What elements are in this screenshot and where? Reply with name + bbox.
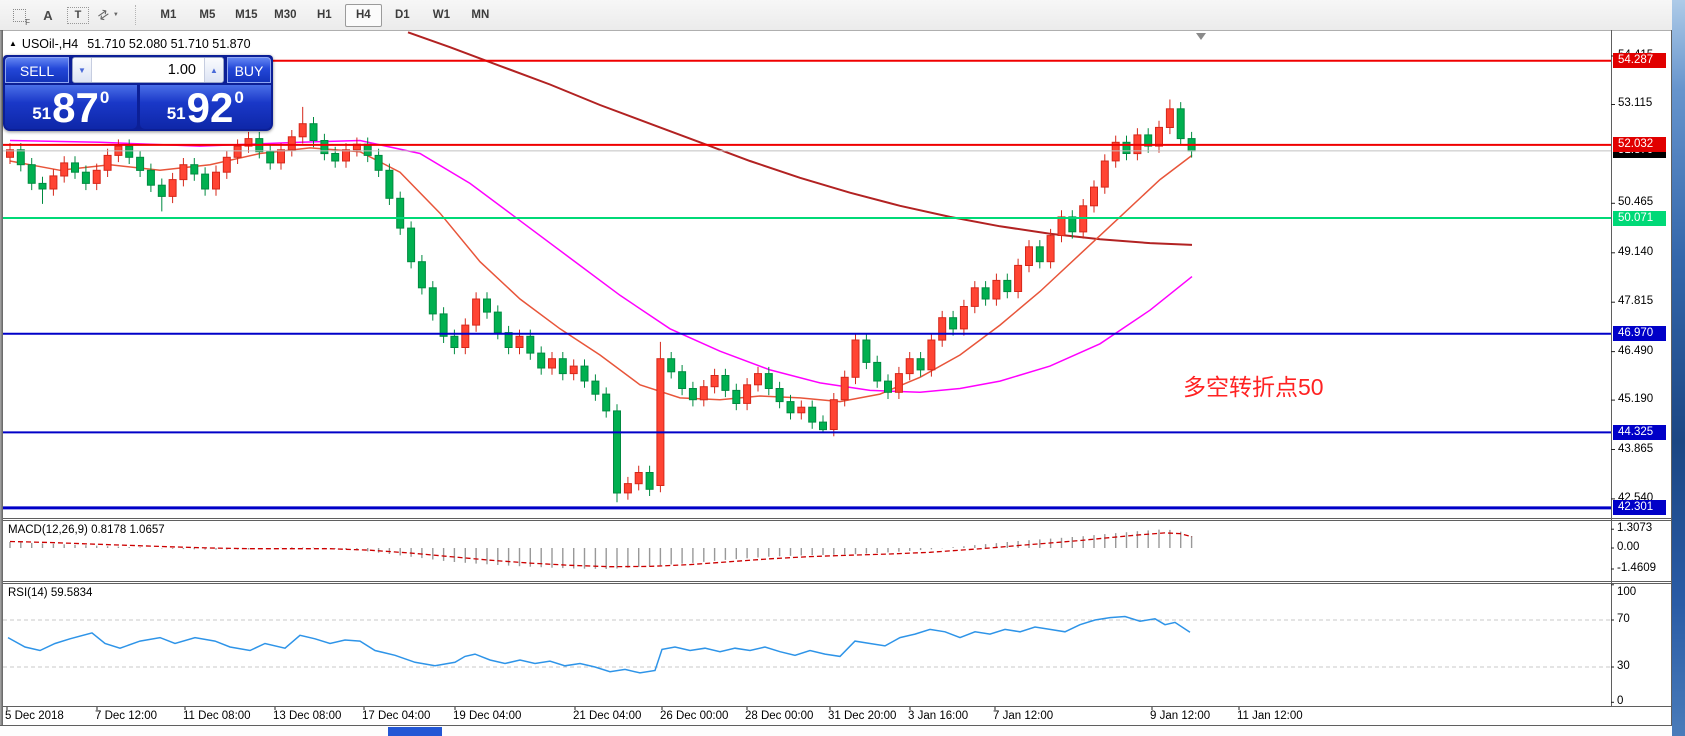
sell-button[interactable]: SELL (5, 57, 69, 83)
timeframe-button-m1[interactable]: M1 (160, 8, 177, 21)
x-axis-label: 19 Dec 04:00 (453, 710, 522, 722)
sell-price-display[interactable]: 51 87 0 (5, 85, 137, 129)
timeframe-button-d1[interactable]: D1 (395, 8, 410, 21)
buy-price-point: 0 (234, 88, 244, 107)
rsi-scale-label: 30 (1617, 660, 1630, 672)
chart-window-background (3, 30, 1671, 726)
buy-price-whole: 51 (166, 104, 186, 123)
y-axis-label: 49.140 (1618, 245, 1654, 258)
desktop-background-strip (1672, 0, 1685, 736)
price-badge: 50.071 (1613, 210, 1666, 226)
rsi-scale-label: 70 (1617, 613, 1630, 625)
grid-settings-icon[interactable]: F (9, 5, 30, 27)
arrange-tool-icon[interactable]: ⇄ ▼ (94, 5, 119, 25)
x-axis-label: 21 Dec 04:00 (573, 710, 642, 722)
y-axis-label: 43.865 (1618, 442, 1654, 455)
buy-button[interactable]: BUY (227, 57, 271, 83)
y-axis-label: 53.115 (1618, 97, 1653, 110)
volume-decrease-button[interactable]: ▼ (73, 58, 92, 82)
timeframe-button-m15[interactable]: M15 (235, 8, 258, 21)
grid-icon (12, 8, 26, 22)
toolbar-separator (134, 5, 140, 25)
x-axis-label: 26 Dec 00:00 (660, 710, 729, 722)
timeframe-button-m30[interactable]: M30 (274, 8, 297, 21)
grid-f-label: F (25, 18, 30, 27)
buy-price-pips: 92 (186, 84, 234, 132)
status-strip (0, 726, 1672, 736)
x-axis-label: 11 Dec 08:00 (183, 710, 251, 722)
rsi-indicator-label: RSI(14) 59.5834 (8, 587, 93, 599)
macd-indicator-label: MACD(12,26,9) 0.8178 1.0657 (8, 524, 165, 536)
status-highlight (388, 727, 442, 736)
buy-price-display[interactable]: 51 92 0 (139, 84, 271, 132)
volume-input[interactable]: 1.00 (167, 62, 196, 78)
rsi-scale-label: 100 (1617, 586, 1637, 598)
volume-stepper: ▼ 1.00 ▲ (72, 57, 224, 83)
rsi-scale-label: 0 (1617, 695, 1624, 708)
collapse-arrow-icon[interactable]: ▲ (9, 39, 17, 48)
timeframe-button-mn[interactable]: MN (471, 8, 490, 21)
y-axis-label: 50.465 (1618, 196, 1654, 209)
sell-price-pips: 87 (52, 84, 99, 132)
x-axis-label: 7 Dec 12:00 (95, 710, 158, 722)
x-axis-label: 11 Jan 12:00 (1237, 710, 1303, 722)
font-tool-icon[interactable]: A (43, 7, 53, 23)
macd-scale-label: 1.3073 (1617, 522, 1653, 535)
symbol-label: USOil-,H4 (21, 37, 79, 51)
x-axis-label: 31 Dec 20:00 (828, 710, 897, 722)
price-badge: 52.032 (1613, 137, 1666, 153)
timeframe-group: M1 M5 M15 M30 H1 H4 D1 W1 MN (150, 3, 499, 27)
swap-arrows-icon: ⇄ (94, 5, 112, 24)
timeframe-button-h4[interactable]: H4 (344, 3, 382, 27)
x-axis-label: 5 Dec 2018 (5, 710, 64, 722)
macd-scale-label: -1.4609 (1617, 562, 1657, 575)
price-badge: 54.287 (1613, 53, 1666, 69)
x-axis-label: 9 Jan 12:00 (1150, 710, 1211, 722)
toolbar: F A T ⇄ ▼ M1 M5 M15 M30 H1 H4 D1 W1 MN (0, 0, 1672, 30)
y-axis-label: 47.815 (1618, 295, 1654, 308)
sell-price-point: 0 (99, 88, 110, 107)
x-axis-label: 3 Jan 16:00 (908, 710, 969, 722)
annotation-text: 多空转折点50 (1183, 374, 1324, 400)
dropdown-caret-icon: ▼ (112, 12, 119, 18)
volume-increase-button[interactable]: ▲ (204, 58, 223, 82)
price-badge: 46.970 (1613, 326, 1666, 342)
y-axis-label: 45.190 (1618, 393, 1654, 406)
x-axis-label: 28 Dec 00:00 (745, 710, 814, 722)
window-left-border (0, 0, 3, 736)
x-axis-label: 7 Jan 12:00 (993, 710, 1054, 722)
price-badge: 42.301 (1613, 500, 1666, 516)
chart-title: ▲ USOil-,H4 51.710 52.080 51.710 51.870 (9, 37, 251, 51)
x-axis-label: 13 Dec 08:00 (273, 710, 342, 722)
macd-scale-label: 0.00 (1617, 541, 1640, 553)
timeframe-button-h1[interactable]: H1 (317, 8, 332, 21)
timeframe-button-m5[interactable]: M5 (199, 8, 216, 21)
sell-price-whole: 51 (32, 104, 52, 123)
ohlc-values: 51.710 52.080 51.710 51.870 (87, 37, 251, 51)
price-badge: 44.325 (1613, 424, 1666, 440)
y-axis-label: 46.490 (1618, 344, 1654, 357)
timeframe-button-w1[interactable]: W1 (432, 8, 450, 21)
one-click-trading-panel: SELL ▼ 1.00 ▲ BUY 51 87 0 51 92 0 (3, 55, 273, 131)
text-tool-icon[interactable]: T (67, 6, 89, 24)
x-axis-label: 17 Dec 04:00 (362, 710, 431, 722)
